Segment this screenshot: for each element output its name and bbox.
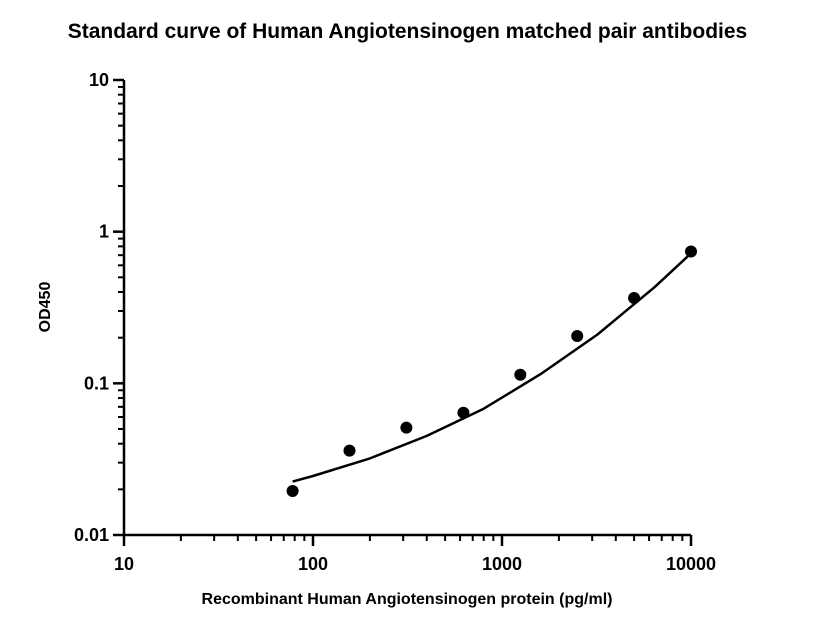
data-point bbox=[400, 421, 413, 434]
x-tick-label: 10000 bbox=[666, 554, 716, 574]
x-tick-label: 1000 bbox=[482, 554, 522, 574]
y-tick-label: 10 bbox=[89, 70, 109, 90]
x-tick-label: 100 bbox=[298, 554, 328, 574]
y-tick-label: 0.01 bbox=[74, 525, 109, 545]
y-tick-label: 0.1 bbox=[84, 373, 109, 393]
y-axis-title: OD450 bbox=[37, 282, 54, 333]
data-point bbox=[286, 485, 299, 498]
data-point bbox=[685, 245, 697, 258]
chart-title: Standard curve of Human Angiotensinogen … bbox=[67, 20, 748, 43]
data-point bbox=[628, 292, 641, 305]
data-point bbox=[343, 444, 356, 457]
x-tick-label: 10 bbox=[114, 554, 134, 574]
axes bbox=[122, 80, 691, 537]
axis-ticks: 10 100 1000 10000 0.01 0.1 1 10 bbox=[74, 70, 716, 574]
data-point bbox=[514, 368, 527, 381]
data-point bbox=[571, 330, 584, 343]
y-tick-label: 1 bbox=[99, 222, 109, 242]
data-points bbox=[286, 245, 697, 498]
x-axis-title: Recombinant Human Angiotensinogen protei… bbox=[202, 591, 613, 608]
data-point bbox=[457, 406, 470, 419]
